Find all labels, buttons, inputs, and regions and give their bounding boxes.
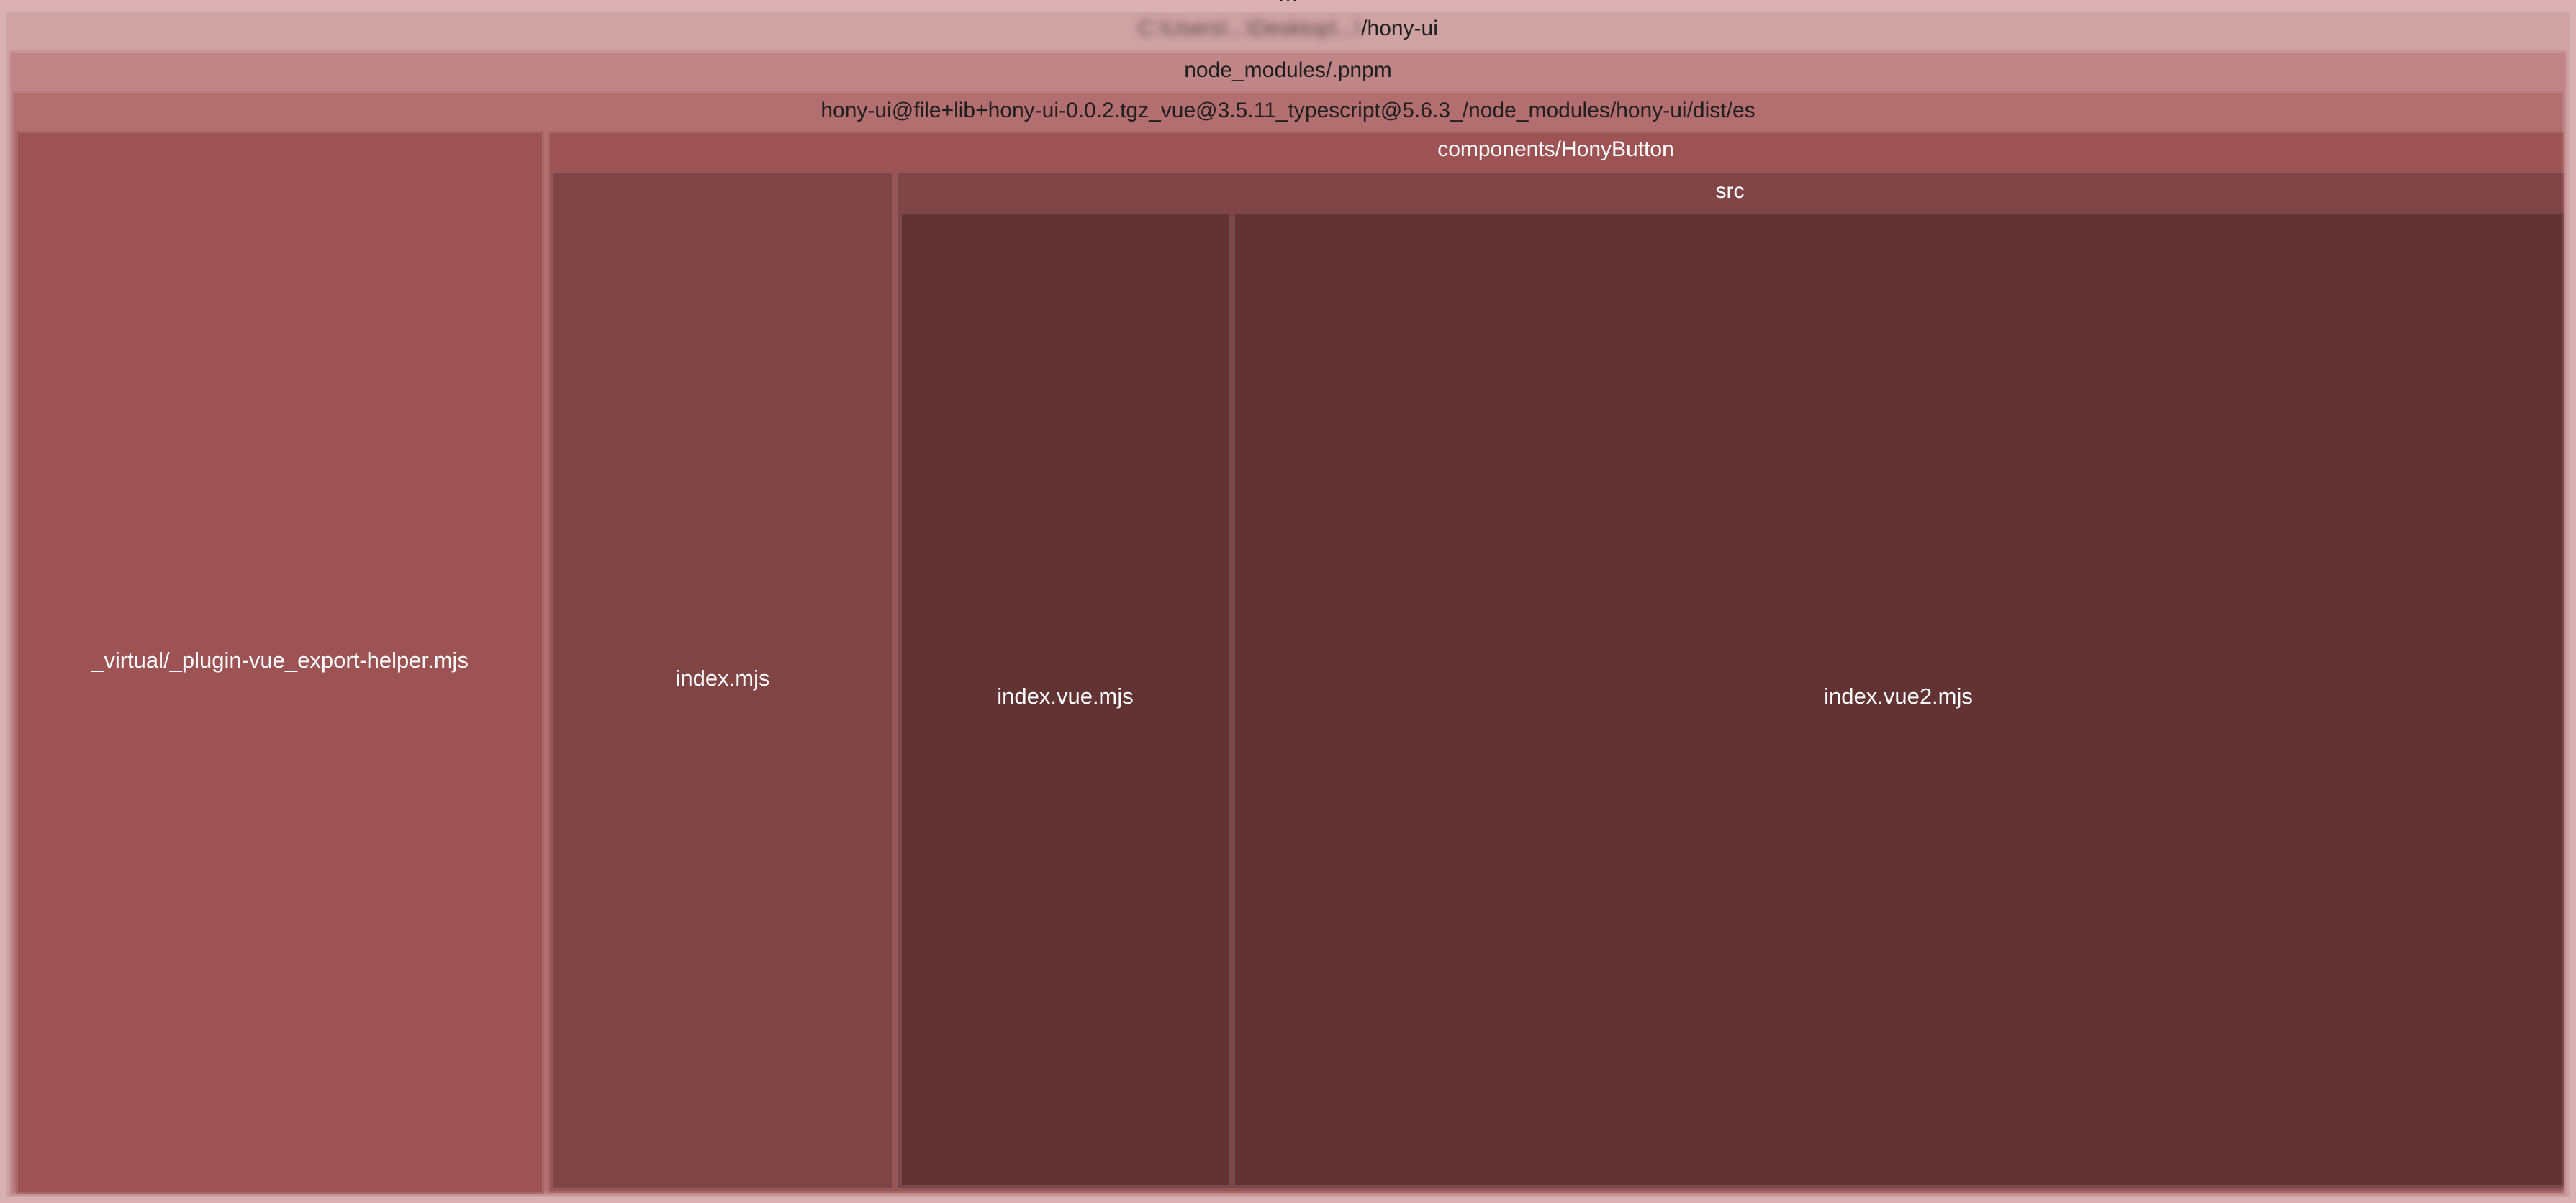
root-label: … xyxy=(0,0,2576,6)
virtual-helper-label: _virtual/_plugin-vue_export-helper.mjs xyxy=(91,648,469,673)
treemap-node-virtual-helper[interactable]: _virtual/_plugin-vue_export-helper.mjs xyxy=(16,131,544,1194)
package-label: hony-ui@file+lib+hony-ui-0.0.2.tgz_vue@3… xyxy=(821,99,1755,122)
project-path-blurred: C:\Users\...\Desktop\...\ xyxy=(1138,17,1362,40)
treemap-node-index-vue2-mjs[interactable]: index.vue2.mjs xyxy=(1233,212,2564,1187)
src-label: src xyxy=(1715,179,1745,203)
project-path-visible: /hony-ui xyxy=(1361,17,1438,40)
project-label: C:\Users\...\Desktop\...\/hony-ui xyxy=(6,17,2570,41)
index-mjs-label: index.mjs xyxy=(675,666,770,691)
treemap-node-index-mjs[interactable]: index.mjs xyxy=(551,171,894,1190)
treemap-node-index-vue-mjs[interactable]: index.vue.mjs xyxy=(900,212,1231,1187)
pnpm-label: node_modules/.pnpm xyxy=(1184,58,1392,82)
components-label: components/HonyButton xyxy=(1437,137,1674,161)
index-vue2-mjs-label: index.vue2.mjs xyxy=(1824,684,1973,709)
index-vue-mjs-label: index.vue.mjs xyxy=(997,684,1134,709)
